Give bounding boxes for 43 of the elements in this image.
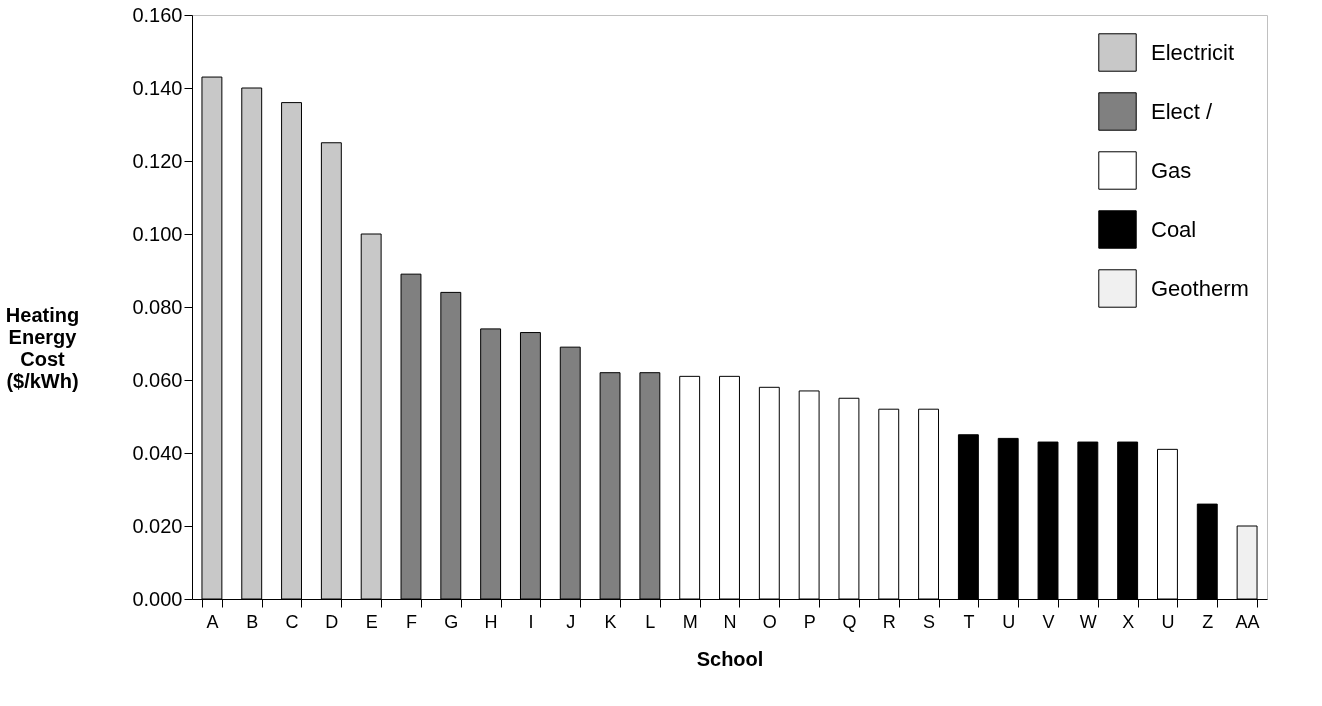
x-tick-label: P xyxy=(803,611,816,632)
x-tick-label: X xyxy=(1122,611,1135,632)
x-tick-label: F xyxy=(405,611,417,632)
x-tick-label: N xyxy=(723,611,737,632)
legend-label: Geotherm xyxy=(1151,275,1249,301)
y-tick-label: 0.060 xyxy=(132,368,183,391)
x-tick-label: Q xyxy=(842,611,857,632)
x-tick-label: O xyxy=(762,611,777,632)
x-tick-label: AA xyxy=(1235,611,1260,632)
x-tick-label: W xyxy=(1079,611,1097,632)
x-tick-label: R xyxy=(882,611,896,632)
x-tick-label: G xyxy=(444,611,459,632)
x-tick-label: D xyxy=(325,611,339,632)
x-tick-label: L xyxy=(645,611,656,632)
x-tick-label: J xyxy=(566,611,576,632)
x-tick-label: I xyxy=(528,611,534,632)
y-tick-label: 0.160 xyxy=(132,3,183,26)
x-tick-label: S xyxy=(923,611,936,632)
x-axis-title: School xyxy=(696,647,764,670)
x-tick-label: U xyxy=(1161,611,1175,632)
y-tick-label: 0.080 xyxy=(132,295,183,318)
x-tick-label: K xyxy=(604,611,617,632)
x-tick-label: M xyxy=(682,611,698,632)
legend-label: Elect / xyxy=(1151,98,1214,124)
x-tick-label: U xyxy=(1002,611,1016,632)
y-tick-label: 0.000 xyxy=(132,587,183,610)
y-tick-label: 0.020 xyxy=(132,514,183,537)
legend-label: Coal xyxy=(1151,216,1197,242)
x-tick-label: C xyxy=(285,611,299,632)
x-tick-label: E xyxy=(365,611,378,632)
y-tick-label: 0.100 xyxy=(132,222,183,245)
y-axis-title: Heating Energy Cost ($/kWh) xyxy=(5,303,80,392)
x-tick-label: A xyxy=(206,611,219,632)
y-tick-label: 0.140 xyxy=(132,76,183,99)
y-tick-label: 0.120 xyxy=(132,149,183,172)
legend-label: Electricit xyxy=(1151,39,1235,65)
x-tick-label: H xyxy=(484,611,498,632)
y-tick-label: 0.040 xyxy=(132,441,183,464)
x-tick-label: B xyxy=(246,611,259,632)
x-tick-label: T xyxy=(963,611,975,632)
x-tick-label: V xyxy=(1042,611,1055,632)
x-tick-label: Z xyxy=(1202,611,1214,632)
legend-label: Gas xyxy=(1151,157,1192,183)
